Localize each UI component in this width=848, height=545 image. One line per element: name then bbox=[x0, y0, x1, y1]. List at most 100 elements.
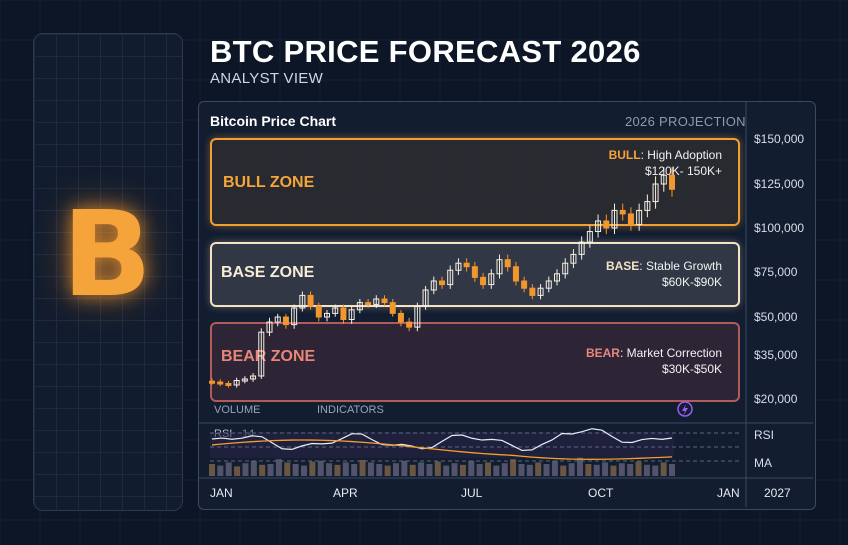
candle-body bbox=[315, 305, 322, 318]
y-tick: $150,000 bbox=[754, 132, 805, 146]
volume-bar bbox=[250, 460, 257, 476]
volume-bar bbox=[209, 464, 215, 476]
candle-body bbox=[537, 287, 544, 296]
candle-body bbox=[529, 287, 536, 296]
candle-body bbox=[389, 302, 396, 314]
candle-body bbox=[570, 253, 577, 264]
volume-bar bbox=[384, 465, 391, 476]
volume-bar bbox=[485, 462, 491, 476]
candle-body bbox=[463, 262, 470, 268]
candle-body bbox=[644, 201, 651, 211]
volume-bar bbox=[401, 460, 408, 476]
base-desc: Stable Growth bbox=[645, 259, 722, 273]
volume-bar bbox=[518, 464, 525, 476]
candle-body bbox=[603, 220, 610, 229]
candle-body bbox=[397, 312, 404, 323]
volume-bar bbox=[376, 464, 383, 476]
logo-panel bbox=[33, 33, 183, 511]
page-title: BTC PRICE FORECAST 2026 bbox=[210, 34, 641, 69]
candle-body bbox=[455, 262, 462, 271]
volume-bar bbox=[493, 465, 500, 476]
volume-bar bbox=[459, 464, 466, 476]
candle-body bbox=[274, 316, 281, 323]
candle-body bbox=[504, 259, 511, 268]
y-tick: $20,000 bbox=[754, 392, 798, 406]
candle-body bbox=[250, 375, 257, 380]
volume-bar bbox=[393, 463, 399, 476]
candle-body bbox=[586, 231, 593, 243]
base-zone-description: BASE: Stable Growth $60K-$90K bbox=[605, 259, 722, 289]
ma-side-label: MA bbox=[754, 456, 772, 470]
candle-body bbox=[356, 302, 363, 311]
volume-bar bbox=[259, 464, 266, 476]
candle-body bbox=[669, 174, 675, 190]
volume-bar bbox=[217, 465, 224, 476]
candle-body bbox=[619, 209, 626, 215]
candle-body bbox=[209, 380, 215, 384]
candle-body bbox=[422, 289, 429, 307]
candle-body bbox=[373, 298, 380, 305]
volume-bar bbox=[577, 457, 583, 476]
bear-zone-description: BEAR: Market Correction $30K-$50K bbox=[585, 346, 722, 376]
price-chart bbox=[199, 102, 813, 507]
volume-bar bbox=[284, 462, 291, 476]
volume-bar bbox=[309, 461, 316, 476]
bear-range: $30K-$50K bbox=[661, 362, 722, 376]
candle-body bbox=[233, 380, 240, 386]
volume-bar bbox=[568, 463, 575, 476]
bull-zone-label: BULL ZONE bbox=[223, 174, 315, 191]
candle-body bbox=[652, 183, 659, 203]
volume-bar bbox=[468, 460, 475, 476]
candle-body bbox=[480, 276, 487, 286]
volume-bar bbox=[451, 463, 458, 476]
volume-bar bbox=[476, 464, 483, 476]
bull-zone bbox=[210, 138, 740, 226]
candle-body bbox=[324, 312, 330, 318]
year-label: 2027 bbox=[764, 486, 791, 500]
candle-body bbox=[225, 383, 232, 386]
candle-body bbox=[545, 280, 552, 289]
candle-body bbox=[299, 294, 306, 309]
bear-zone-label: BEAR ZONE bbox=[221, 348, 316, 365]
projection-label: 2026 PROJECTION bbox=[625, 114, 746, 129]
x-tick: OCT bbox=[588, 486, 614, 500]
volume-bar bbox=[351, 464, 358, 476]
bear-zone bbox=[210, 322, 740, 402]
candle-body bbox=[430, 280, 437, 291]
candle-body bbox=[282, 316, 289, 326]
candle-body bbox=[554, 273, 560, 282]
volume-bar bbox=[418, 462, 425, 476]
volume-bar bbox=[669, 464, 675, 476]
lightning-bolt bbox=[682, 404, 688, 416]
volume-bar bbox=[342, 462, 349, 476]
indicators-tab[interactable]: INDICATORS bbox=[317, 404, 384, 416]
volume-bar bbox=[535, 462, 542, 476]
candle-body bbox=[521, 280, 528, 289]
candle-body bbox=[340, 307, 347, 321]
base-range: $60K-$90K bbox=[661, 275, 722, 289]
rsi-side-label: RSI bbox=[754, 428, 775, 442]
volume-bar bbox=[610, 465, 617, 476]
lightning-icon bbox=[677, 401, 693, 417]
volume-bar bbox=[367, 462, 374, 476]
candle-body bbox=[471, 266, 478, 278]
y-tick: $35,000 bbox=[754, 348, 798, 362]
x-tick: JUL bbox=[461, 486, 483, 500]
base-zone-label: BASE ZONE bbox=[221, 264, 315, 281]
volume-bar bbox=[551, 460, 558, 476]
candle-body bbox=[595, 220, 602, 233]
candle-body bbox=[447, 269, 454, 286]
volume-bar bbox=[317, 460, 324, 476]
x-tick: APR bbox=[333, 486, 358, 500]
volume-bar bbox=[627, 464, 634, 476]
x-tick: JAN bbox=[717, 486, 740, 500]
volume-bar bbox=[267, 464, 274, 476]
volume-bar bbox=[585, 464, 592, 476]
candle-body bbox=[365, 302, 372, 306]
volume-bar bbox=[359, 460, 366, 476]
bull-key: BULL bbox=[608, 148, 641, 162]
candle-body bbox=[611, 209, 618, 229]
volume-tab[interactable]: VOLUME bbox=[214, 404, 261, 416]
volume-bar bbox=[510, 459, 517, 476]
volume-bar bbox=[409, 464, 416, 476]
